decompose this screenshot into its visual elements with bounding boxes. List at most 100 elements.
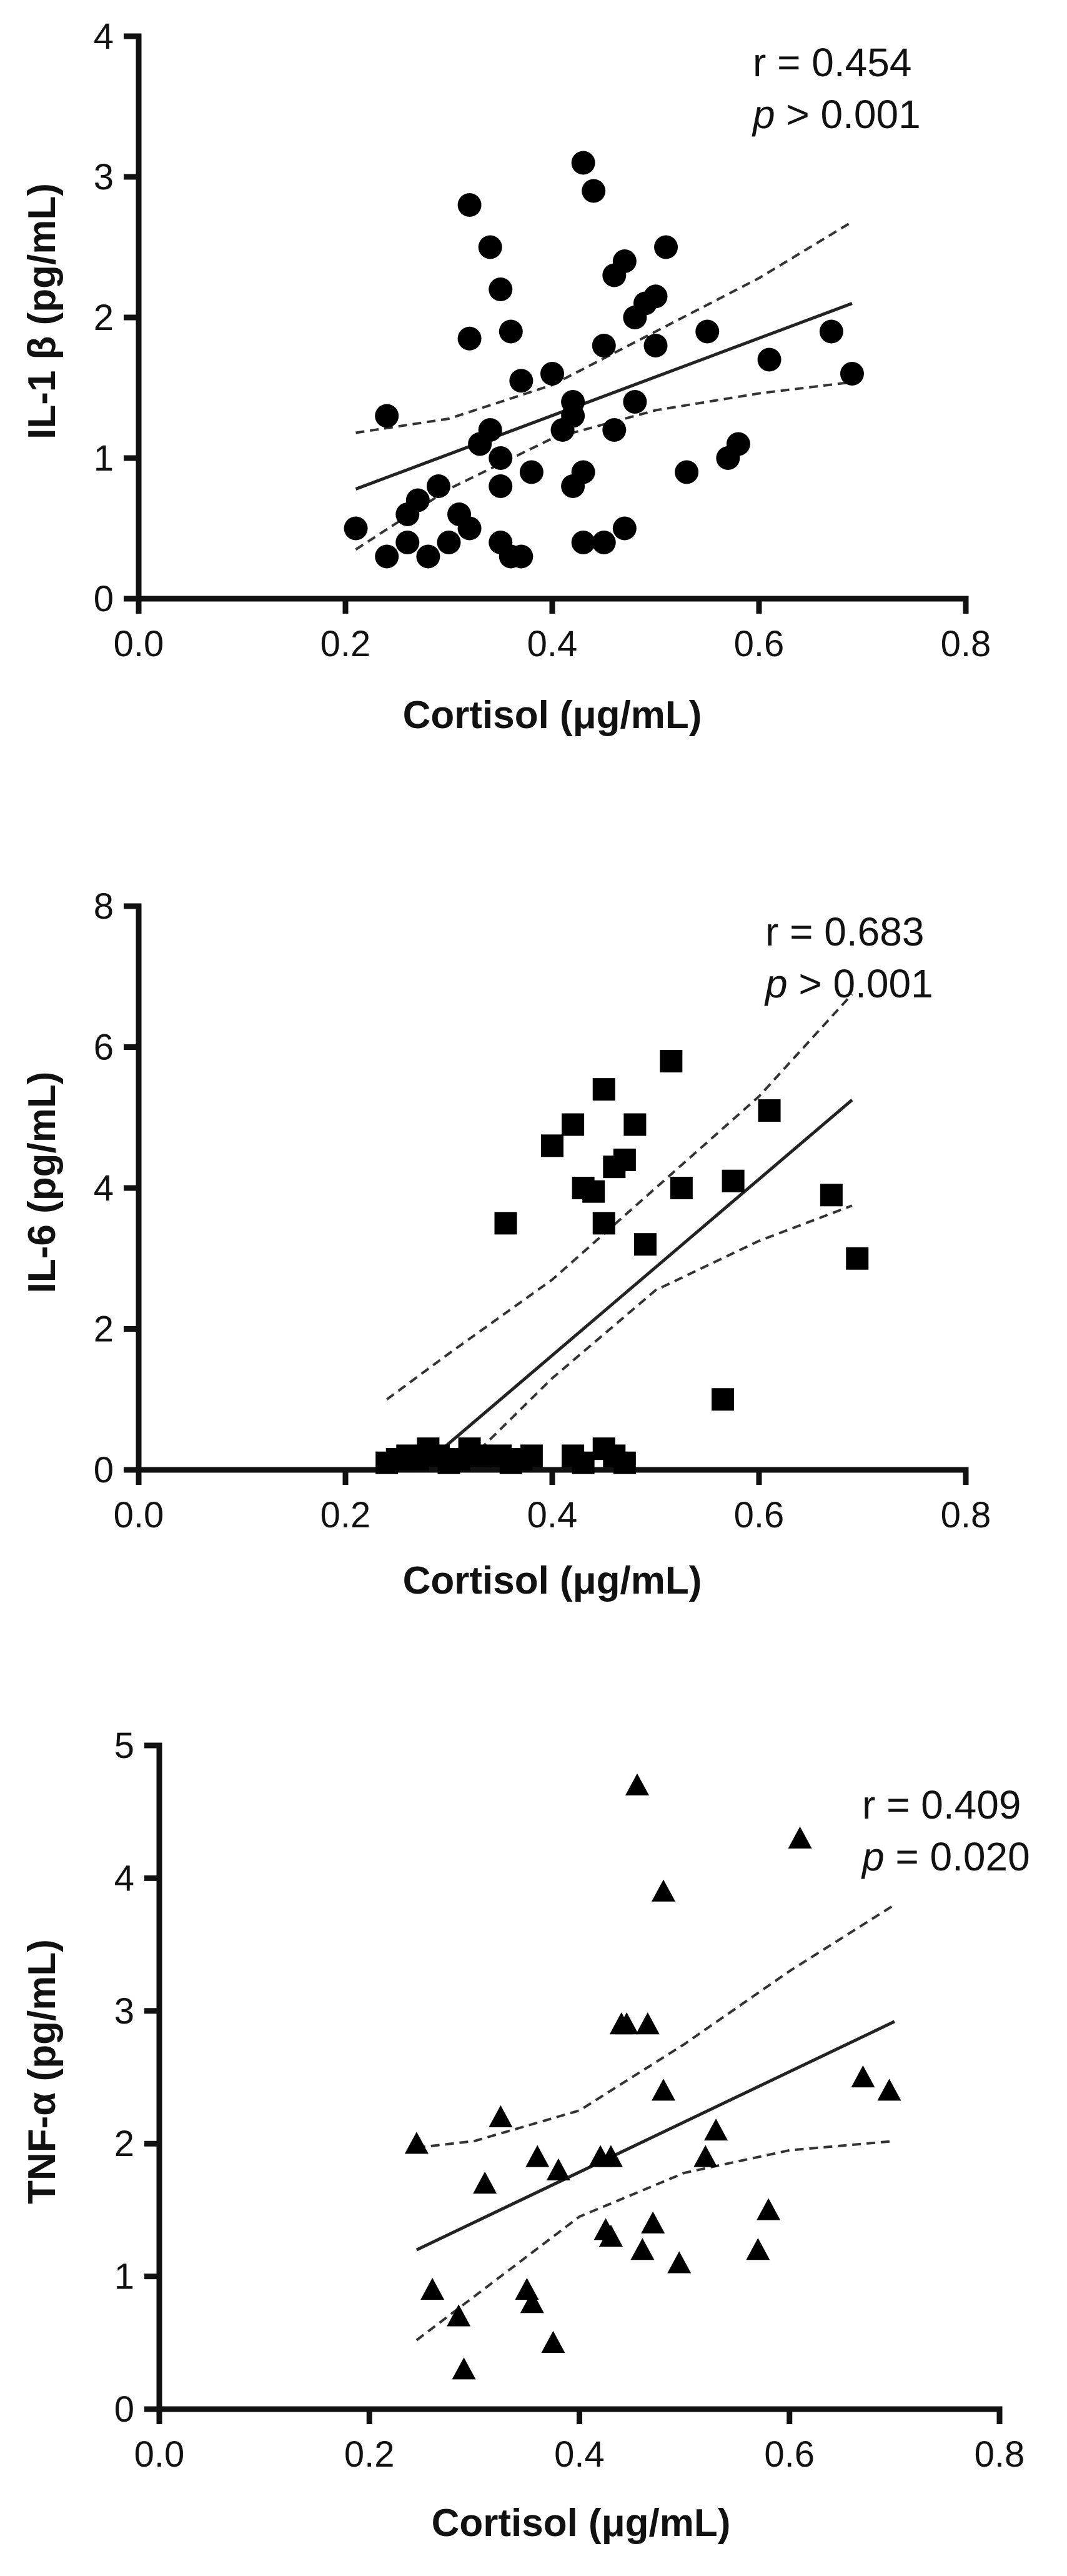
panel-il1b-data-point	[540, 362, 564, 386]
panel-il1b-regression-line	[355, 302, 853, 491]
panel-il1b-data-point	[654, 235, 678, 259]
panel-il1b-data-point	[478, 418, 502, 442]
panel-il6-p-label: p	[764, 961, 788, 1006]
panel-tnfa-ci-lower	[415, 2140, 895, 2342]
panel-il1b-data-point	[489, 446, 513, 470]
panel-tnfa-data-point	[489, 2105, 513, 2127]
panel-il1b-p-value: p > 0.001	[752, 92, 921, 137]
panel-tnfa-data-point	[520, 2291, 544, 2314]
panel-il1b-data-point	[695, 319, 720, 344]
panel-tnfa-data-point	[452, 2357, 476, 2380]
panel-tnfa-data-point	[515, 2277, 539, 2300]
panel-il1b-x-tick-label: 0.4	[527, 624, 578, 664]
panel-il1b-data-point	[571, 531, 595, 554]
panel-tnfa-y-tick-label: 0	[114, 2389, 134, 2430]
panel-tnfa-y-tick-label: 5	[114, 1725, 134, 1766]
panel-il1b-data-point	[519, 460, 543, 484]
panel-il1b-y-tick-label: 1	[94, 438, 114, 479]
panel-il6-regression-line	[417, 1099, 853, 1471]
panel-il1b-data-point	[840, 362, 864, 386]
panel-il1b-data-point	[675, 460, 699, 484]
panel-il1b-data-point	[457, 516, 482, 541]
panel-il1b-y-tick-label: 4	[94, 16, 114, 57]
panel-tnfa-data-point	[851, 2065, 875, 2088]
panel-tnfa-data-point	[447, 2304, 471, 2327]
panel-il1b-x-tick-label: 0.6	[734, 624, 785, 664]
panel-il1b-data-point	[489, 474, 513, 498]
panel-tnfa: 0.0 0.2 0.4 0.6 0.8 0 1 2 3 4 5 r = 0.409 p = 0.02…	[21, 1725, 1030, 2545]
panel-il1b-data-point	[457, 193, 482, 217]
panel-tnfa-x-tick-label: 0.8	[975, 2434, 1025, 2475]
panel-il6-data-point	[758, 1099, 781, 1122]
panel-il1b-y-axis-title: IL-1 β (pg/mL)	[21, 183, 64, 439]
panel-tnfa-data-point	[404, 2132, 429, 2154]
panel-il6-data-point	[520, 1444, 543, 1467]
panel-tnfa-data-point	[652, 1879, 675, 1902]
panel-tnfa-data-point	[746, 2238, 770, 2260]
panel-il1b-data-point	[416, 544, 440, 569]
panel-il1b-data-point	[375, 544, 399, 569]
panel-il6-x-tick-label: 0.6	[734, 1495, 785, 1535]
panel-il6-data-point	[582, 1180, 605, 1203]
panel-il6-data-point	[592, 1078, 615, 1101]
panel-il1b-data-point	[375, 404, 399, 428]
panel-tnfa-data-point	[598, 2145, 623, 2167]
panel-il1b-y-tick-label: 0	[94, 579, 114, 619]
panel-il1b-data-point	[344, 516, 368, 541]
panel-il1b-data-point	[612, 249, 637, 273]
panel-il6-r-value: r = 0.683	[765, 909, 924, 954]
panel-il1b-data-point	[561, 390, 585, 414]
panel-il6-y-tick-label: 2	[94, 1309, 114, 1350]
panel-il6-data-point	[572, 1451, 595, 1474]
panel-il1b-x-tick-label: 0.8	[941, 624, 991, 664]
panel-tnfa-x-tick-label: 0.4	[554, 2434, 605, 2475]
panel-il1b-data-point	[405, 488, 430, 512]
panel-il6-y-tick-label: 6	[94, 1027, 114, 1068]
panel-il1b-data-point	[643, 284, 668, 309]
panel-tnfa-data-point	[693, 2145, 718, 2167]
panel-il1b-data-point	[509, 369, 534, 393]
panel-il1b-data-point	[643, 334, 668, 357]
panel-il1b-data-point	[571, 460, 595, 484]
panel-il6-x-tick-label: 0.4	[527, 1495, 578, 1535]
panel-il6-p-rest: > 0.001	[788, 961, 933, 1006]
panel-il1b-p-label: p	[752, 92, 775, 137]
panel-il1b-ci-upper	[355, 221, 853, 434]
panel-il6-data-point	[712, 1388, 735, 1411]
panel-il6-data-point	[623, 1113, 647, 1136]
panel-tnfa-data-point	[757, 2198, 781, 2220]
panel-tnfa-data-point	[667, 2251, 692, 2274]
panel-il1b-data-point	[602, 418, 627, 442]
panel-il6-data-point	[613, 1451, 636, 1474]
panel-il6-data-point	[670, 1177, 693, 1199]
panel-tnfa-x-axis-title: Cortisol (μg/mL)	[432, 2502, 731, 2545]
panel-il1b-data-point	[426, 474, 450, 498]
panel-il1b-ci-lower	[355, 381, 853, 551]
panel-tnfa-ci-upper	[416, 1904, 895, 2149]
panel-tnfa-p-label: p	[861, 1834, 885, 1879]
panel-tnfa-data-point	[420, 2277, 445, 2300]
panel-il6-data-point	[722, 1169, 745, 1192]
panel-tnfa-p-rest: = 0.020	[885, 1834, 1030, 1879]
panel-il1b-data-point	[509, 544, 534, 569]
panel-il6-p-value: p > 0.001	[764, 961, 933, 1006]
panel-il1b-data-point	[457, 326, 482, 351]
panel-tnfa-y-tick-label: 4	[114, 1858, 134, 1899]
panel-il6-ci-lower	[458, 1204, 853, 1471]
panel-tnfa-data-point	[541, 2330, 565, 2353]
panel-il6-data-point	[592, 1212, 615, 1235]
panel-il1b-data-point	[499, 319, 523, 344]
panel-tnfa-data-point	[641, 2211, 665, 2234]
panel-il1b-y-tick-label: 2	[94, 297, 114, 338]
panel-tnfa-r-value: r = 0.409	[862, 1782, 1021, 1827]
panel-il1b-data-point	[726, 432, 750, 456]
panel-tnfa-p-value: p = 0.020	[861, 1834, 1030, 1879]
panel-il6-data-point	[541, 1134, 563, 1157]
panel-tnfa-y-tick-label: 3	[114, 1991, 134, 2032]
panel-tnfa-x-tick-label: 0.2	[344, 2434, 395, 2475]
panel-tnfa-data-point	[598, 2224, 623, 2247]
panel-il1b-data-point	[757, 347, 782, 372]
panel-tnfa-data-point	[615, 2012, 639, 2035]
panel-il6-x-tick-label: 0.2	[320, 1495, 371, 1535]
